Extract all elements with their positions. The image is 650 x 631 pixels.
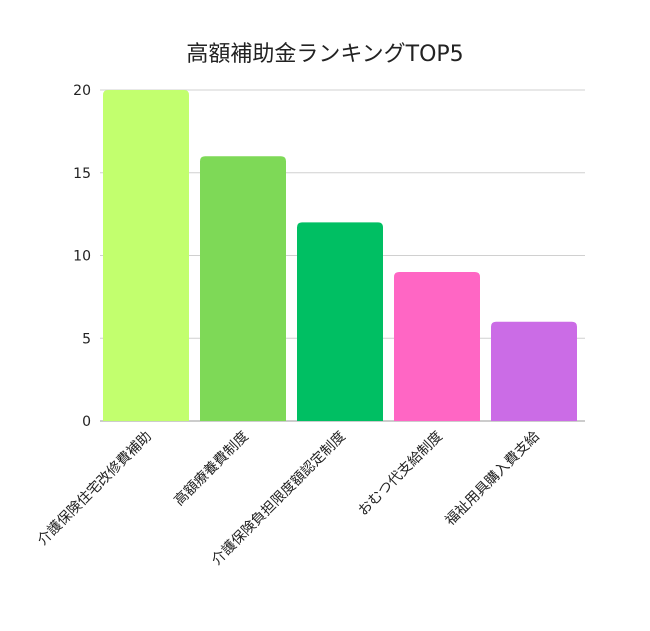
y-tick-label: 20 bbox=[73, 83, 91, 99]
bar bbox=[491, 321, 577, 421]
bar bbox=[103, 90, 189, 421]
chart-title: 高額補助金ランキングTOP5 bbox=[186, 42, 464, 67]
x-tick-label: 高額療養費制度 bbox=[171, 428, 252, 509]
y-axis-ticks: 0 5 10 15 20 bbox=[73, 83, 91, 430]
y-tick-label: 0 bbox=[82, 414, 91, 430]
x-tick-label: 福祉用具購入費支給 bbox=[442, 429, 542, 529]
bars bbox=[103, 90, 577, 421]
y-tick-label: 10 bbox=[73, 249, 91, 265]
y-tick-label: 5 bbox=[82, 331, 91, 347]
x-tick-label: 介護保険住宅改修費補助 bbox=[35, 429, 155, 549]
x-tick-label: おむつ代支給制度 bbox=[355, 429, 446, 520]
y-tick-label: 15 bbox=[73, 166, 91, 182]
bar bbox=[297, 222, 383, 421]
bar bbox=[394, 272, 480, 421]
bar bbox=[200, 156, 286, 421]
